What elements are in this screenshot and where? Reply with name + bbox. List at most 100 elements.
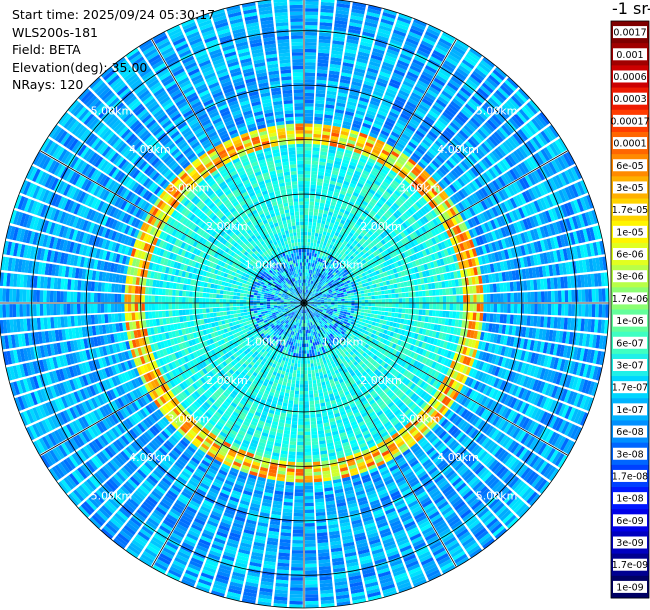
ppi-gate: [328, 77, 339, 82]
ppi-gate: [421, 183, 430, 192]
ppi-gate: [375, 243, 381, 249]
ppi-gate: [402, 276, 407, 282]
ppi-gate: [435, 74, 448, 84]
ppi-gate: [346, 247, 352, 253]
ppi-gate: [471, 205, 479, 215]
ppi-gate: [469, 303, 474, 312]
ppi-gate: [566, 317, 572, 330]
ppi-gate: [441, 281, 446, 288]
ppi-gate: [556, 317, 562, 329]
ppi-gate: [364, 252, 370, 257]
ppi-gate: [421, 257, 427, 264]
ppi-gate: [380, 103, 391, 111]
ppi-gate: [389, 223, 396, 231]
ppi-gate: [440, 149, 450, 159]
ppi-gate: [557, 304, 562, 316]
ppi-gate: [418, 258, 424, 265]
ppi-gate: [334, 306, 338, 309]
ppi-gate: [590, 319, 595, 333]
ppi-gate: [304, 286, 306, 290]
ppi-gate: [551, 303, 555, 316]
ppi-gate: [363, 167, 372, 173]
ppi-gate: [409, 95, 421, 103]
ppi-gate: [519, 220, 527, 231]
ppi-gate: [305, 4, 319, 9]
ppi-gate: [306, 289, 308, 294]
ppi-gate: [372, 283, 377, 288]
ppi-gate: [443, 59, 457, 70]
ppi-gate: [428, 201, 436, 209]
ppi-gate: [402, 130, 413, 138]
ppi-gate: [313, 345, 317, 350]
ppi-gate: [346, 290, 351, 294]
ppi-gate: [377, 311, 382, 315]
ppi-gate: [315, 287, 319, 291]
ppi-gate: [314, 253, 317, 258]
ppi-gate: [509, 314, 514, 325]
ppi-gate: [397, 271, 403, 278]
ppi-gate: [503, 102, 515, 114]
ppi-gate: [418, 103, 429, 113]
ppi-gate: [480, 59, 493, 71]
ppi-gate: [405, 303, 410, 309]
ppi-gate: [317, 298, 321, 301]
ppi-gate: [532, 215, 539, 227]
ppi-gate: [504, 156, 514, 168]
ppi-gate: [374, 310, 379, 315]
ppi-gate: [451, 182, 460, 191]
ppi-gate: [310, 269, 313, 274]
ppi-gate: [304, 228, 308, 232]
ppi-gate: [395, 95, 407, 104]
ppi-gate: [359, 315, 364, 319]
ppi-gate: [380, 257, 386, 263]
ppi-gate: [515, 194, 524, 206]
ppi-gate: [320, 296, 324, 299]
ppi-gate: [400, 259, 406, 265]
ppi-gate: [375, 270, 380, 275]
ppi-gate: [344, 48, 357, 55]
ppi-gate: [536, 199, 545, 211]
ppi-gate: [399, 224, 406, 231]
ppi-gate: [309, 280, 312, 284]
ppi-gate: [438, 166, 448, 176]
ppi-gate: [415, 177, 424, 186]
ppi-gate: [487, 253, 493, 263]
ppi-gate: [306, 298, 310, 301]
ppi-gate: [394, 219, 402, 226]
ppi-gate: [325, 200, 331, 205]
ppi-gate: [428, 246, 434, 254]
ppi-gate: [422, 241, 428, 249]
ppi-gate: [311, 266, 314, 271]
ppi-gate: [304, 82, 315, 87]
ppi-gate: [368, 264, 374, 269]
ppi-gate: [415, 272, 420, 279]
ppi-gate: [437, 242, 443, 251]
ppi-gate: [382, 193, 389, 200]
ppi-gate: [320, 297, 324, 300]
ppi-gate: [349, 182, 356, 189]
ppi-gate: [374, 295, 379, 299]
ppi-gate: [308, 272, 311, 277]
ppi-gate: [448, 218, 455, 228]
ppi-gate: [442, 62, 455, 73]
ppi-gate: [363, 80, 375, 87]
ppi-gate: [336, 293, 341, 296]
ppi-gate: [489, 195, 497, 206]
ppi-gate: [387, 85, 399, 93]
ppi-gate: [356, 57, 368, 64]
ppi-gate: [326, 97, 336, 103]
ppi-gate: [320, 299, 325, 302]
ppi-gate: [500, 303, 504, 313]
ppi-gate: [401, 287, 406, 293]
ppi-gate: [362, 170, 370, 176]
ppi-gate: [430, 228, 437, 237]
ppi-gate: [450, 48, 464, 58]
ppi-gate: [325, 257, 330, 262]
ppi-gate: [368, 306, 372, 310]
ppi-gate: [348, 186, 355, 192]
ppi-gate: [421, 249, 428, 257]
ppi-gate: [368, 296, 372, 300]
ppi-gate: [326, 275, 331, 279]
ppi-gate: [425, 296, 430, 303]
ppi-gate: [328, 208, 334, 213]
